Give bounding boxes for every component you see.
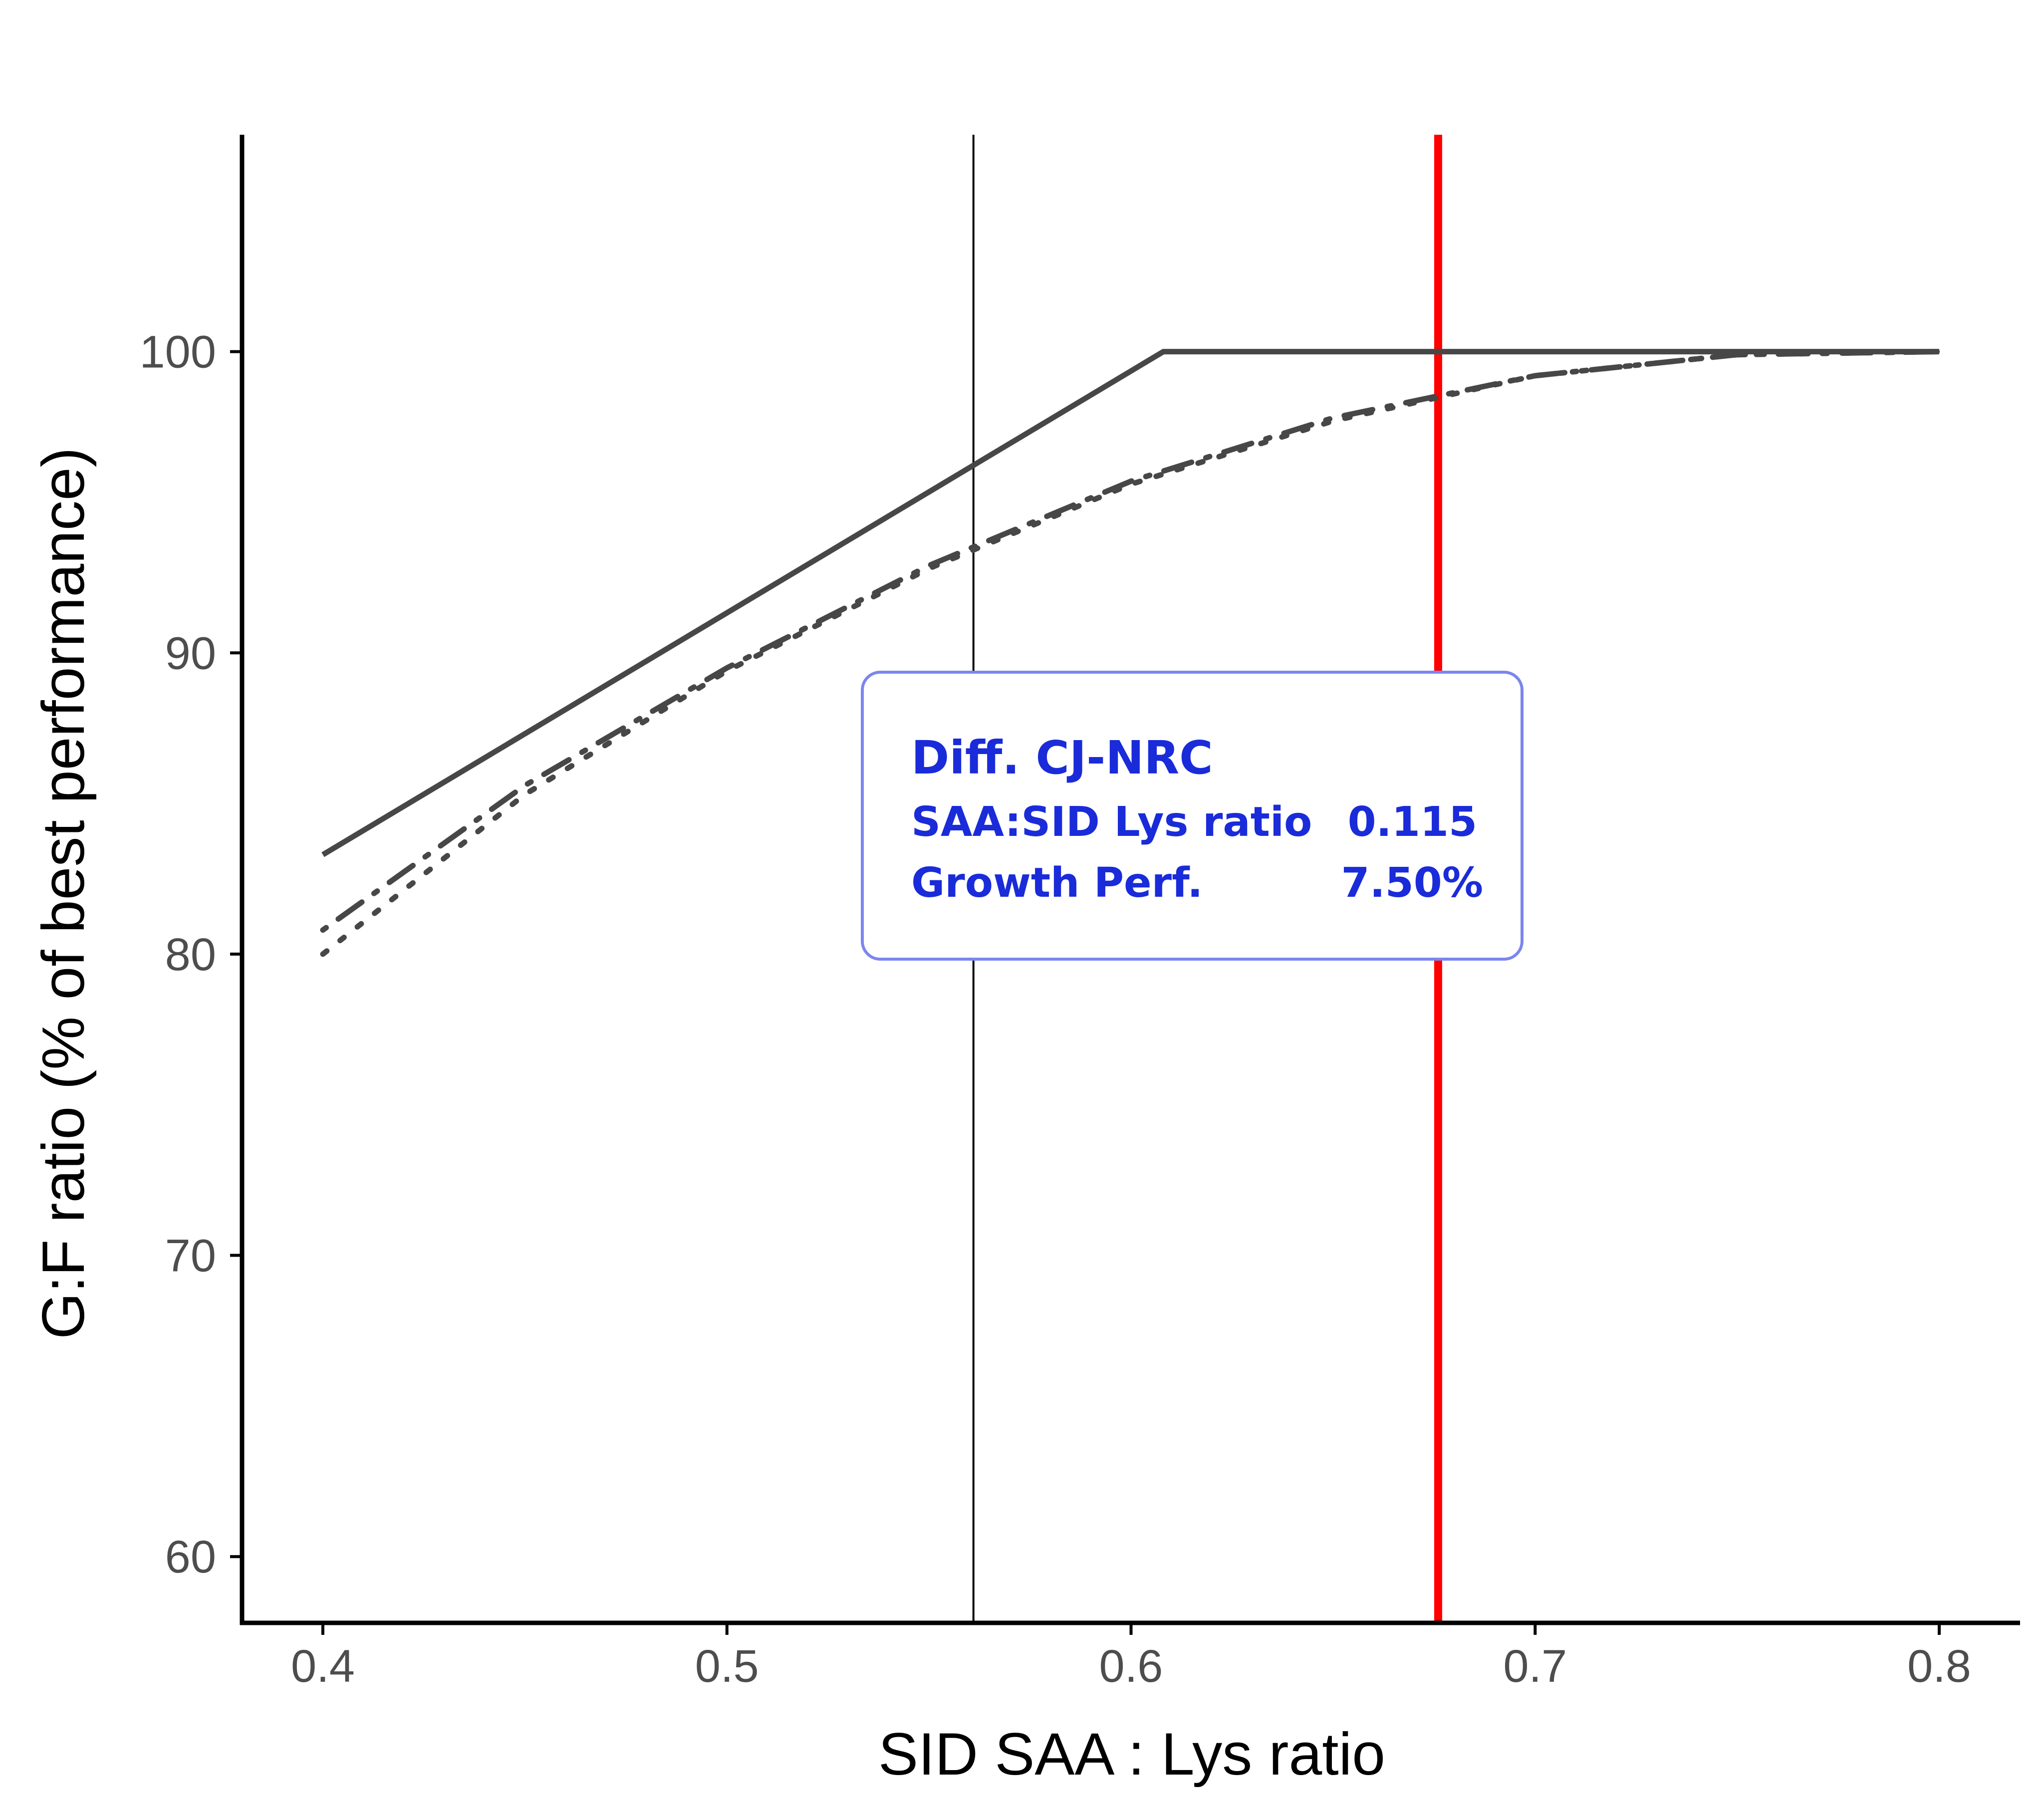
x-tick-label: 0.5: [695, 1641, 759, 1692]
y-tick-label: 80: [165, 929, 216, 980]
x-tick-label: 0.8: [1907, 1641, 1971, 1692]
series-lines: [320, 349, 1942, 957]
y-tick-label: 70: [165, 1231, 216, 1282]
x-tick-label: 0.7: [1503, 1641, 1567, 1692]
x-axis-title: SID SAA : Lys ratio: [878, 1721, 1385, 1788]
annotation-row-label: SAA:SID Lys ratio: [911, 798, 1312, 846]
y-ticks: 60 70 80 90 100: [140, 327, 242, 1582]
x-tick-label: 0.4: [291, 1641, 355, 1692]
y-tick-label: 60: [165, 1532, 216, 1582]
annotation-box: Diff. CJ-NRC SAA:SID Lys ratio 0.115 Gro…: [861, 671, 1524, 961]
annotation-row-value: 0.115: [1348, 798, 1477, 846]
annotation-row-value: 7.50%: [1341, 859, 1483, 907]
annotation-title: Diff. CJ-NRC: [911, 731, 1213, 784]
x-ticks: 0.4 0.5 0.6 0.7 0.8: [291, 1623, 1971, 1692]
y-tick-label: 90: [165, 628, 216, 679]
curvilinear-dotted-line: [320, 349, 1942, 957]
y-tick-label: 100: [140, 327, 217, 378]
annotation-border: [861, 671, 1524, 961]
annotation-row-label: Growth Perf.: [911, 859, 1203, 907]
x-tick-label: 0.6: [1099, 1641, 1163, 1692]
y-axis-title: G:F ratio (% of best performance): [30, 447, 97, 1339]
broken-line-line: [321, 349, 1939, 857]
